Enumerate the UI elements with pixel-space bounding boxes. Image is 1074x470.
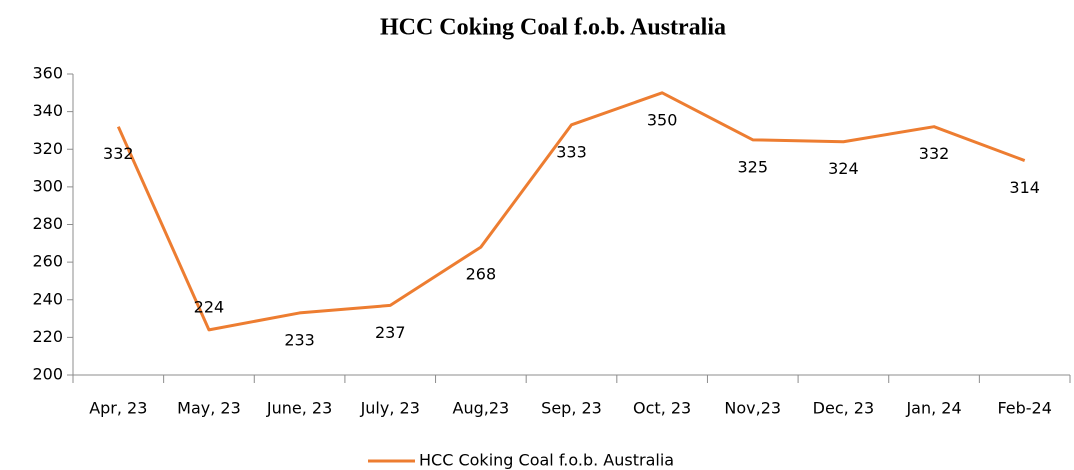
x-tick-label: Feb-24 [997,399,1051,418]
data-label: 314 [1009,178,1040,197]
x-tick-label: June, 23 [266,399,332,418]
data-label: 268 [466,265,497,284]
x-tick-label: Aug,23 [453,399,510,418]
data-label: 324 [828,159,859,178]
y-tick-label: 200 [32,365,63,384]
data-label: 237 [375,323,406,342]
line-series [116,91,1026,332]
y-tick-label: 320 [32,139,63,158]
y-tick-label: 360 [32,64,63,83]
x-tick-label: Nov,23 [724,399,781,418]
y-tick-label: 280 [32,214,63,233]
x-tick-label: Dec, 23 [813,399,875,418]
chart-title: HCC Coking Coal f.o.b. Australia [380,15,726,41]
y-tick-label: 260 [32,252,63,271]
y-tick-label: 340 [32,101,63,120]
x-tick-label: Oct, 23 [633,399,691,418]
data-label: 233 [284,330,315,349]
data-label: 325 [737,157,768,176]
x-tick-label: July, 23 [360,399,420,418]
data-label: 332 [103,144,134,163]
x-tick-label: Sep, 23 [541,399,602,418]
legend-label: HCC Coking Coal f.o.b. Australia [419,451,674,470]
y-tick-label: 300 [32,176,63,195]
data-label: 333 [556,142,587,161]
x-tick-label: May, 23 [177,399,241,418]
data-label: 350 [647,110,678,129]
y-tick-label: 220 [32,327,63,346]
x-tick-label: Jan, 24 [905,399,961,418]
x-tick-label: Apr, 23 [89,399,147,418]
data-label: 332 [919,144,950,163]
data-label: 224 [194,297,225,316]
y-tick-label: 240 [32,289,63,308]
